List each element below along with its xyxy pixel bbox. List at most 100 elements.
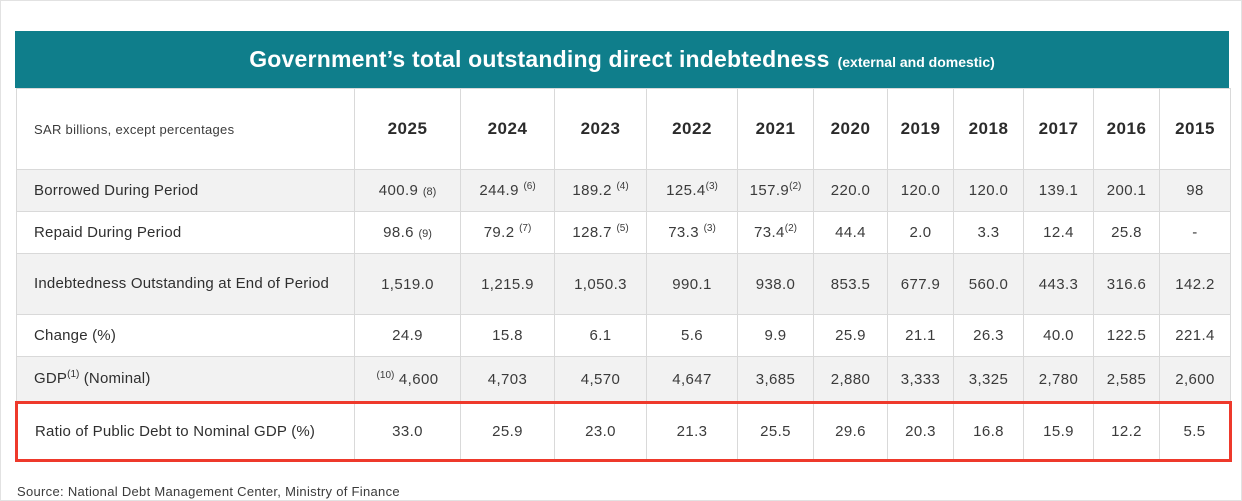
row-label: Repaid During Period <box>16 211 355 254</box>
value-cell: 2,585 <box>1093 356 1160 403</box>
footnote-marker: (2) <box>789 181 802 192</box>
table-row: Change (%) 24.9 15.8 6.1 5.6 9.9 25.9 21.1 26.3 4… <box>16 314 1231 357</box>
value-cell: 5.5 <box>1159 401 1232 462</box>
year-column-header: 2023 <box>554 88 647 170</box>
value-cell: 4,647 <box>646 356 738 403</box>
row-label: Indebtedness Outstanding at End of Perio… <box>16 253 355 315</box>
value-cell: 139.1 <box>1023 169 1094 212</box>
year-header-row: SAR billions, except percentages 2025 202… <box>16 88 1231 170</box>
value-cell: 21.1 <box>887 314 954 357</box>
value-cell: 73.3 (3) <box>646 211 738 254</box>
value-cell: 23.0 <box>554 401 647 462</box>
table-title: Government’s total outstanding direct in… <box>249 46 830 72</box>
value-cell: 120.0 <box>887 169 954 212</box>
value-cell: 157.9(2) <box>737 169 814 212</box>
value-cell: 16.8 <box>953 401 1024 462</box>
year-column-header: 2017 <box>1023 88 1094 170</box>
year-column-header: 2021 <box>737 88 814 170</box>
value-cell: 3,325 <box>953 356 1024 403</box>
value-cell: 220.0 <box>813 169 888 212</box>
year-column-header: 2024 <box>460 88 555 170</box>
value-cell: 200.1 <box>1093 169 1160 212</box>
year-column-header: 2018 <box>953 88 1024 170</box>
table-row: Repaid During Period 98.6 (9) 79.2 (7) 128.… <box>16 211 1231 254</box>
value-cell: 125.4(3) <box>646 169 738 212</box>
value-cell: 2,780 <box>1023 356 1094 403</box>
value-cell: 2,600 <box>1159 356 1231 403</box>
value-cell: 25.9 <box>460 401 555 462</box>
value-cell: (10) 4,600 <box>354 356 461 403</box>
value-cell: 12.2 <box>1093 401 1160 462</box>
value-cell: 25.5 <box>737 401 814 462</box>
value-cell: 400.9 (8) <box>354 169 461 212</box>
value-cell: 33.0 <box>354 401 461 462</box>
table-row: Indebtedness Outstanding at End of Perio… <box>16 253 1231 315</box>
value-cell: 3,685 <box>737 356 814 403</box>
value-cell: 2,880 <box>813 356 888 403</box>
value-cell: 25.8 <box>1093 211 1160 254</box>
value-cell: 20.3 <box>887 401 954 462</box>
row-label: Change (%) <box>16 314 355 357</box>
units-label: SAR billions, except percentages <box>16 88 355 170</box>
value-cell: 316.6 <box>1093 253 1160 315</box>
value-cell: 128.7 (5) <box>554 211 647 254</box>
footnote-marker: (1) <box>67 369 80 381</box>
value-cell: 73.4(2) <box>737 211 814 254</box>
value-cell: 938.0 <box>737 253 814 315</box>
value-cell: 142.2 <box>1159 253 1231 315</box>
footnote-marker: (3) <box>703 223 716 234</box>
row-label: GDP(1) (Nominal) <box>16 356 355 403</box>
year-column-header: 2015 <box>1159 88 1231 170</box>
footnote-marker: (10) <box>376 369 395 381</box>
footnote-marker: (2) <box>784 223 798 234</box>
footnote-marker: (5) <box>616 223 629 234</box>
footnote-marker: (7) <box>519 223 532 234</box>
value-cell: 15.8 <box>460 314 555 357</box>
year-column-header: 2025 <box>354 88 461 170</box>
value-cell: 6.1 <box>554 314 647 357</box>
value-cell: 26.3 <box>953 314 1024 357</box>
value-cell: 24.9 <box>354 314 461 357</box>
value-cell: 1,519.0 <box>354 253 461 315</box>
table-row: Borrowed During Period 400.9 (8) 244.9 (6)… <box>16 169 1231 212</box>
footnote-marker: (3) <box>705 181 718 192</box>
table-row-highlighted: Ratio of Public Debt to Nominal GDP (%) 3… <box>15 401 1232 462</box>
value-cell: 98 <box>1159 169 1231 212</box>
value-cell: 4,570 <box>554 356 647 403</box>
value-cell: 122.5 <box>1093 314 1160 357</box>
footnote-marker: (9) <box>418 228 432 240</box>
value-cell: 21.3 <box>646 401 738 462</box>
value-cell: 9.9 <box>737 314 814 357</box>
value-cell: 40.0 <box>1023 314 1094 357</box>
value-cell: 3,333 <box>887 356 954 403</box>
value-cell: 853.5 <box>813 253 888 315</box>
row-label: Borrowed During Period <box>16 169 355 212</box>
table-title-bar: Government’s total outstanding direct in… <box>15 31 1229 88</box>
footnote-marker: (4) <box>616 181 629 192</box>
footnote-marker: (8) <box>422 186 437 198</box>
table-row: GDP(1) (Nominal) (10) 4,600 4,703 4,570 4,64… <box>16 356 1231 403</box>
value-cell: 98.6 (9) <box>354 211 461 254</box>
value-cell: 443.3 <box>1023 253 1094 315</box>
row-label: Ratio of Public Debt to Nominal GDP (%) <box>15 401 355 462</box>
value-cell: 244.9 (6) <box>460 169 555 212</box>
source-note: Source: National Debt Management Center,… <box>17 484 400 499</box>
indebtedness-table: SAR billions, except percentages 2025 202… <box>15 88 1232 462</box>
value-cell: 25.9 <box>813 314 888 357</box>
value-cell: 677.9 <box>887 253 954 315</box>
value-cell: 221.4 <box>1159 314 1231 357</box>
year-column-header: 2016 <box>1093 88 1160 170</box>
value-cell: 1,050.3 <box>554 253 647 315</box>
value-cell: 560.0 <box>953 253 1024 315</box>
value-cell: - <box>1159 211 1231 254</box>
value-cell: 15.9 <box>1023 401 1094 462</box>
year-column-header: 2022 <box>646 88 738 170</box>
value-cell: 44.4 <box>813 211 888 254</box>
value-cell: 189.2 (4) <box>554 169 647 212</box>
value-cell: 79.2 (7) <box>460 211 555 254</box>
year-column-header: 2020 <box>813 88 888 170</box>
value-cell: 3.3 <box>953 211 1024 254</box>
value-cell: 5.6 <box>646 314 738 357</box>
value-cell: 12.4 <box>1023 211 1094 254</box>
